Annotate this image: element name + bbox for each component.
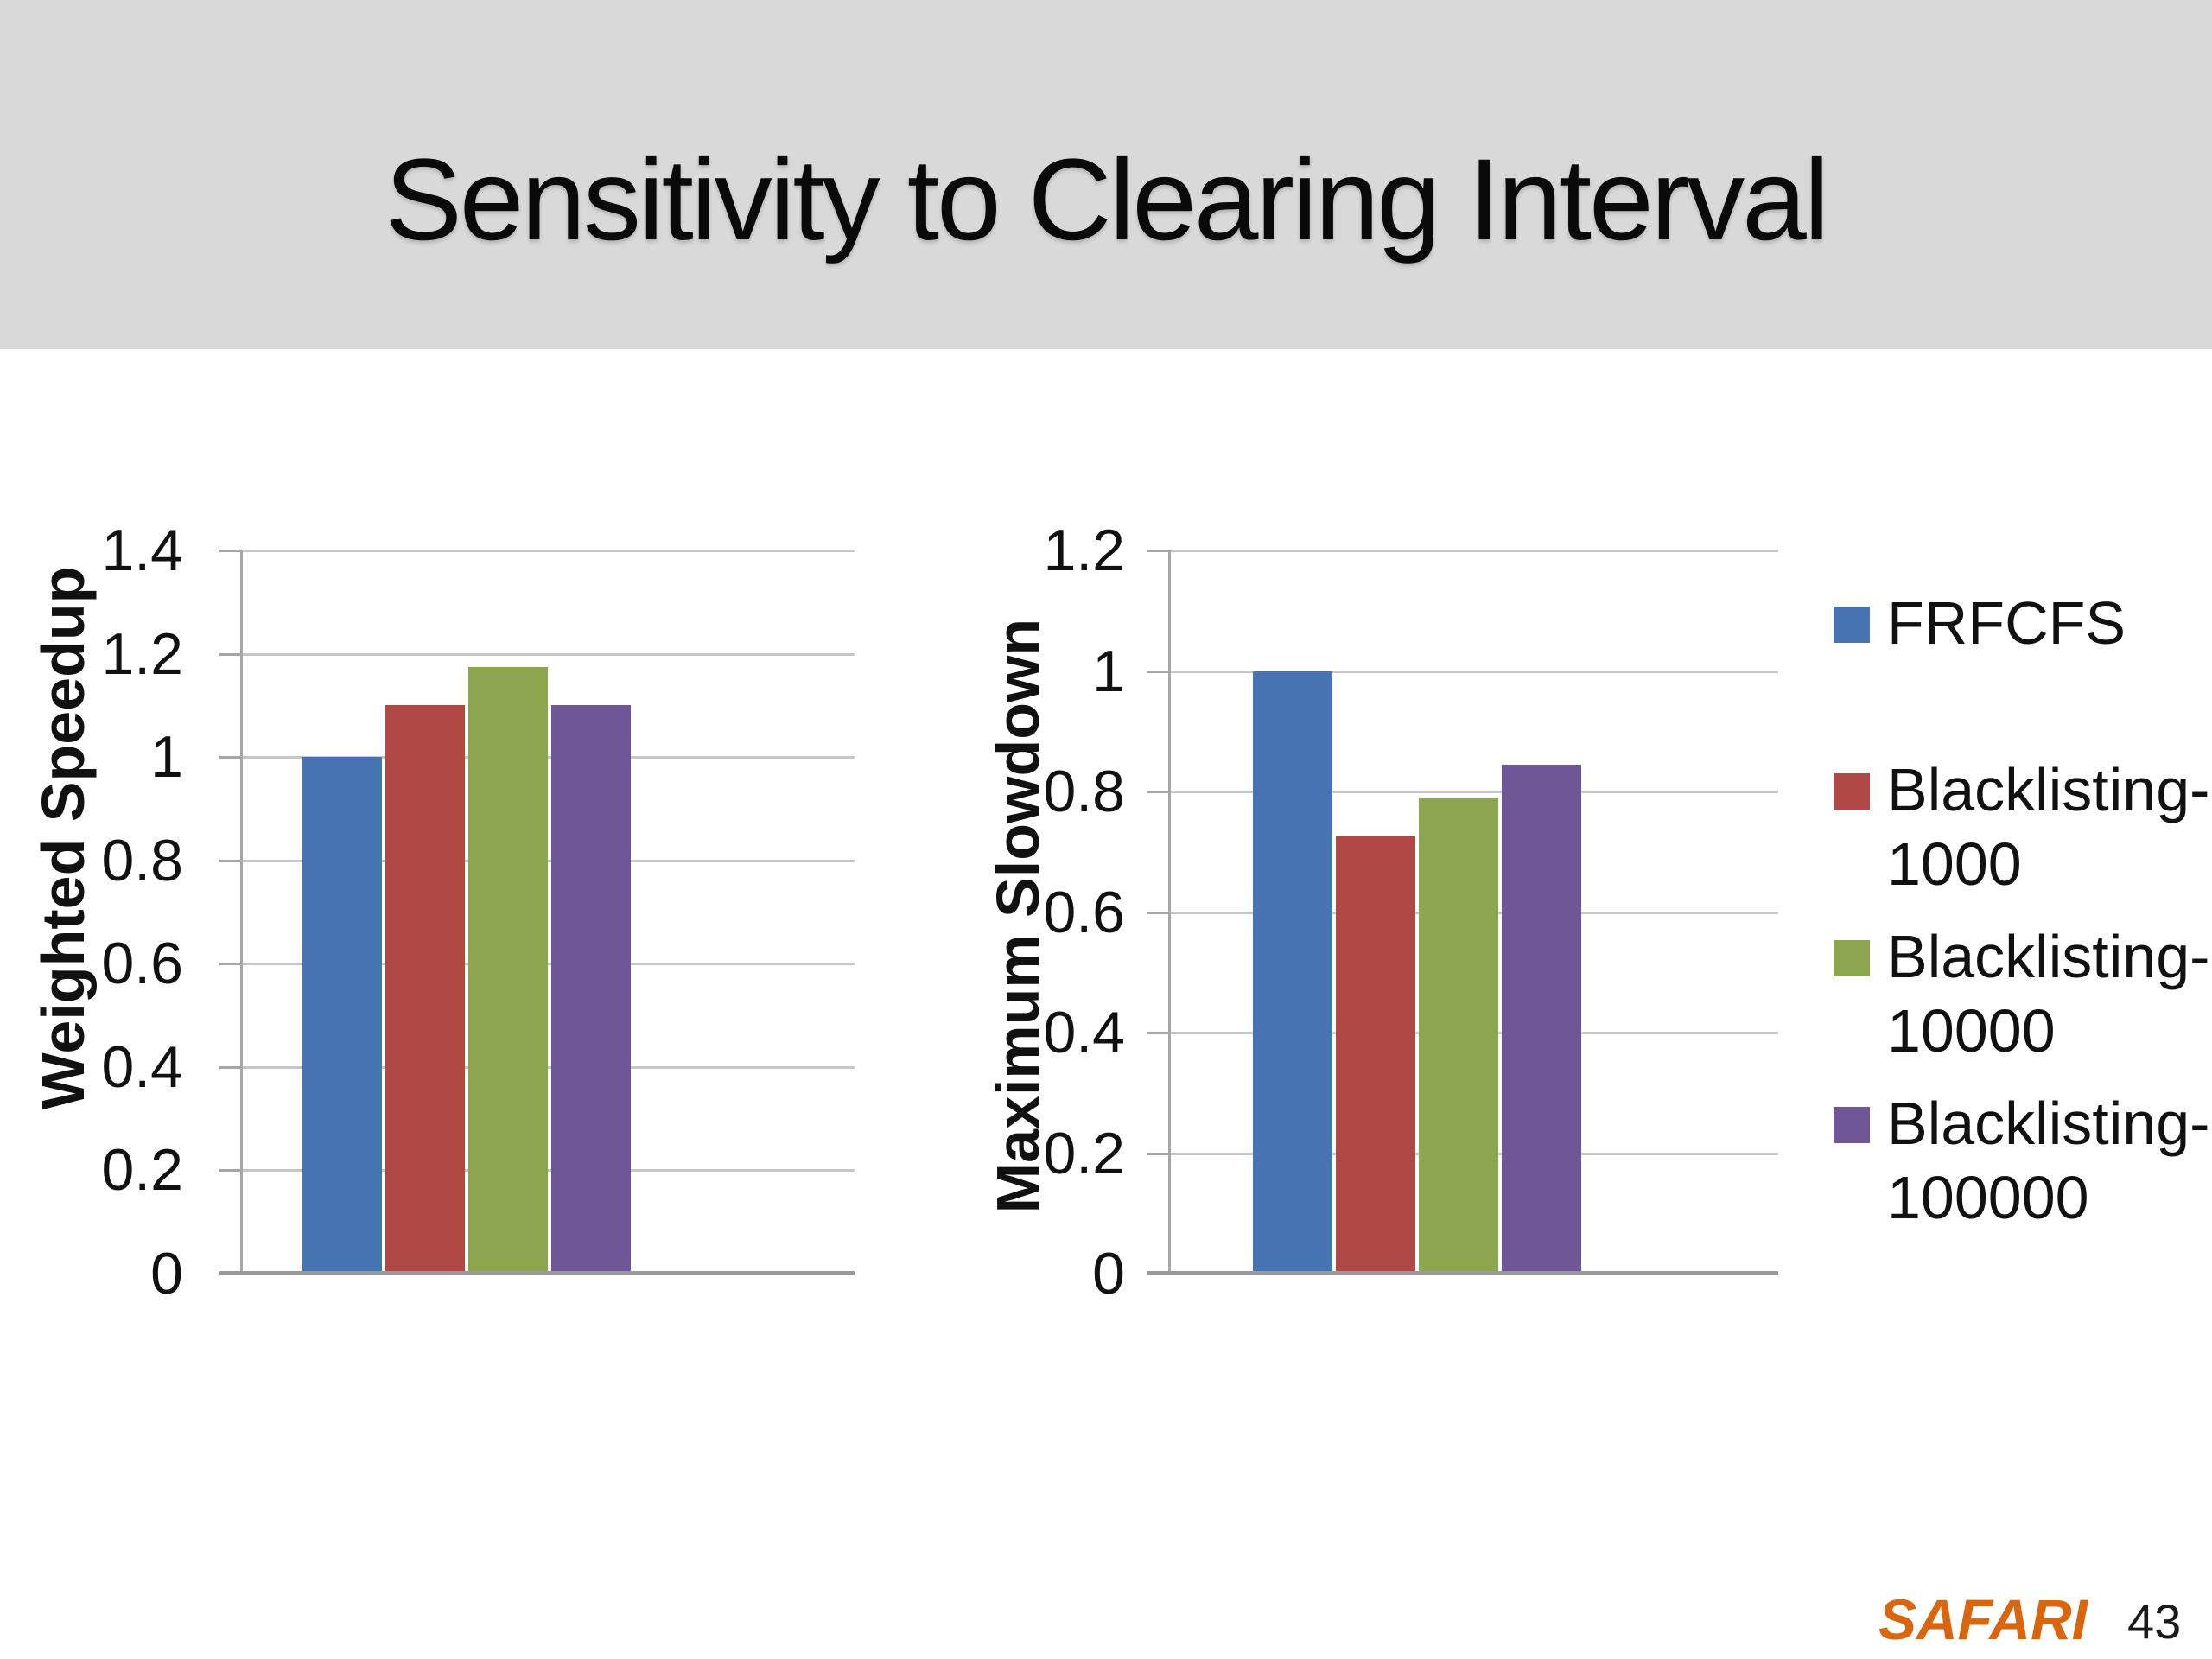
gridline bbox=[1171, 550, 1778, 552]
gridline bbox=[243, 550, 855, 552]
bar-blacklisting-1000 bbox=[1336, 836, 1415, 1274]
y-tick-label: 1 bbox=[150, 724, 183, 791]
legend-label-line: Blacklisting- bbox=[1887, 756, 2210, 823]
gridline bbox=[243, 1065, 855, 1069]
x-axis-line bbox=[219, 1271, 855, 1275]
y-axis-tick bbox=[1147, 791, 1168, 793]
y-tick-label: 1.2 bbox=[101, 620, 183, 687]
y-axis-tick bbox=[1147, 670, 1168, 673]
safari-logo: SAFARI bbox=[1878, 1587, 2088, 1651]
page-number: 43 bbox=[2127, 1594, 2182, 1649]
legend-label: FRFCFS bbox=[1887, 586, 2126, 660]
legend-swatch-blacklisting-1000 bbox=[1834, 773, 1870, 810]
legend-label-line: 100000 bbox=[1887, 1164, 2089, 1231]
legend-swatch-blacklisting-100000 bbox=[1834, 1107, 1870, 1143]
y-tick-label: 0.6 bbox=[101, 931, 183, 997]
legend-swatch-frfcfs bbox=[1834, 607, 1870, 643]
legend-label: Blacklisting- 100000 bbox=[1887, 1086, 2209, 1235]
y-tick-label: 0.8 bbox=[101, 827, 183, 893]
legend-item-blacklisting-100000: Blacklisting- 100000 bbox=[1834, 1086, 2209, 1235]
legend: FRFCFS Blacklisting- 1000 Blacklisting- … bbox=[1834, 0, 2212, 1659]
y-tick-label: 0.2 bbox=[1043, 1120, 1125, 1186]
gridline bbox=[243, 756, 855, 760]
legend-label-line: Blacklisting- bbox=[1887, 923, 2210, 990]
x-axis-line bbox=[1147, 1271, 1778, 1275]
y-axis-tick bbox=[219, 859, 240, 862]
legend-label-line: Blacklisting- bbox=[1887, 1090, 2210, 1157]
legend-item-blacklisting-10000: Blacklisting- 10000 bbox=[1834, 919, 2209, 1068]
bar-blacklisting-1000 bbox=[385, 705, 465, 1274]
gridline bbox=[243, 652, 855, 656]
y-tick-label: 0.4 bbox=[101, 1033, 183, 1100]
legend-swatch-blacklisting-10000 bbox=[1834, 940, 1870, 976]
y-tick-label: 0.4 bbox=[1043, 1000, 1125, 1065]
gridline bbox=[243, 963, 855, 966]
y-axis-tick bbox=[1147, 911, 1168, 914]
legend-label-line: FRFCFS bbox=[1887, 589, 2126, 657]
bar-blacklisting-100000 bbox=[551, 705, 631, 1274]
y-axis-tick bbox=[219, 652, 240, 656]
legend-label: Blacklisting- 10000 bbox=[1887, 919, 2209, 1068]
legend-item-frfcfs: FRFCFS bbox=[1834, 586, 2126, 660]
bar-blacklisting-10000 bbox=[1419, 797, 1498, 1274]
gridline bbox=[243, 1169, 855, 1173]
y-axis-tick bbox=[219, 1169, 240, 1173]
bar-frfcfs bbox=[302, 757, 382, 1274]
bar-blacklisting-10000 bbox=[468, 666, 548, 1274]
bar-frfcfs bbox=[1253, 671, 1332, 1274]
y-axis-tick bbox=[1147, 1152, 1168, 1155]
y-axis-tick bbox=[219, 1065, 240, 1069]
gridline bbox=[1171, 791, 1778, 793]
legend-label-line: 1000 bbox=[1887, 830, 2022, 898]
y-tick-label: 1.2 bbox=[1043, 518, 1125, 583]
y-axis-tick bbox=[219, 756, 240, 760]
gridline bbox=[1171, 670, 1778, 673]
legend-label: Blacklisting- 1000 bbox=[1887, 753, 2209, 901]
y-axis-tick bbox=[219, 963, 240, 966]
y-tick-label: 1 bbox=[1092, 638, 1125, 704]
legend-label-line: 10000 bbox=[1887, 997, 2056, 1065]
y-axis-tick bbox=[219, 550, 240, 552]
plot-area-maximum-slowdown bbox=[1147, 550, 1778, 1275]
bar-blacklisting-100000 bbox=[1502, 764, 1581, 1274]
y-axis-tick bbox=[1147, 550, 1168, 552]
y-axis-tick bbox=[1147, 1032, 1168, 1034]
page-title: Sensitivity to Clearing Interval bbox=[385, 136, 1829, 264]
y-tick-label: 1.4 bbox=[101, 518, 183, 583]
y-tick-label: 0 bbox=[150, 1241, 183, 1306]
y-tick-label: 0.6 bbox=[1043, 879, 1125, 945]
gridline bbox=[243, 859, 855, 862]
y-tick-label: 0.8 bbox=[1043, 759, 1125, 824]
y-tick-label: 0 bbox=[1092, 1241, 1125, 1306]
plot-area-weighted-speedup bbox=[219, 550, 855, 1275]
legend-item-blacklisting-1000: Blacklisting- 1000 bbox=[1834, 753, 2209, 901]
header-band bbox=[0, 0, 2212, 349]
y-tick-label: 0.2 bbox=[101, 1137, 183, 1204]
